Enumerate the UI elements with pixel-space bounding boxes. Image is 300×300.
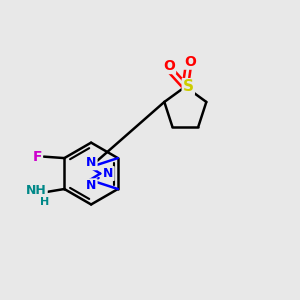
Text: O: O [163,59,175,73]
Text: N: N [86,179,97,192]
Text: N: N [103,167,114,180]
Text: O: O [184,55,196,69]
Text: F: F [32,150,42,164]
Text: N: N [86,156,97,169]
Text: S: S [183,79,194,94]
Text: NH: NH [26,184,47,197]
Text: H: H [40,197,49,207]
